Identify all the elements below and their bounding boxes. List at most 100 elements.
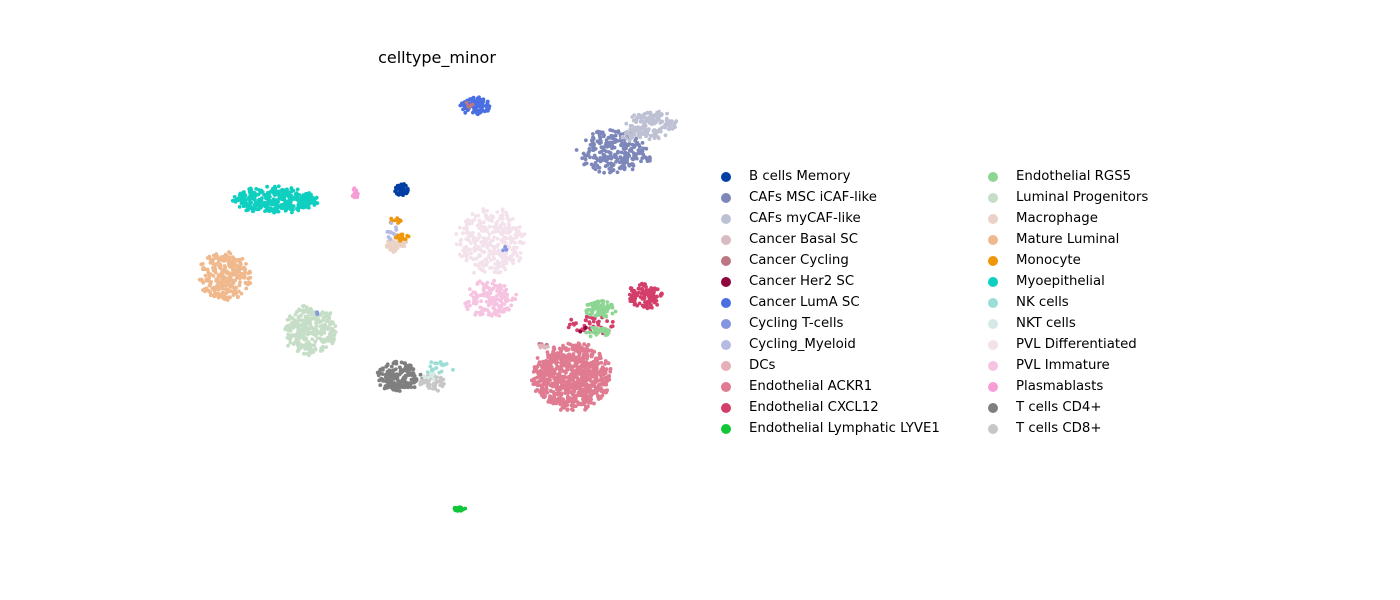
data-point: [324, 314, 329, 318]
data-point: [603, 308, 607, 313]
data-point: [633, 289, 637, 294]
data-point: [480, 101, 485, 105]
data-point: [578, 345, 583, 350]
data-point: [600, 382, 604, 387]
data-point: [247, 269, 252, 274]
data-point: [464, 258, 469, 263]
data-point: [218, 266, 223, 271]
data-point: [245, 204, 250, 209]
data-point: [558, 396, 563, 401]
data-point: [636, 134, 641, 139]
data-point: [381, 379, 385, 383]
data-point: [291, 204, 296, 209]
data-point: [215, 254, 220, 259]
data-point: [650, 305, 654, 310]
data-point: [603, 371, 608, 376]
data-point: [596, 361, 601, 365]
data-point: [622, 158, 626, 163]
legend-marker: [721, 192, 731, 203]
data-point: [404, 190, 409, 195]
data-point: [244, 262, 248, 266]
data-point: [652, 136, 657, 141]
data-point: [394, 359, 399, 364]
data-point: [545, 344, 550, 349]
data-point: [591, 319, 596, 324]
data-point: [301, 351, 306, 356]
data-point: [490, 313, 494, 318]
data-point: [616, 130, 621, 135]
legend-label: CAFs myCAF-like: [749, 211, 861, 226]
legend-marker: [721, 171, 731, 182]
data-point: [289, 186, 294, 190]
data-point: [393, 235, 398, 240]
data-point: [475, 263, 479, 268]
data-point: [574, 321, 578, 326]
legend-label: T cells CD8+: [1016, 421, 1102, 436]
data-point: [588, 334, 593, 339]
data-point: [280, 206, 284, 211]
legend-marker: [988, 297, 998, 308]
data-point: [652, 118, 656, 123]
data-point: [492, 235, 496, 240]
data-point: [497, 305, 502, 309]
data-point: [503, 235, 508, 240]
data-point: [230, 281, 235, 286]
data-point: [552, 371, 557, 376]
data-point: [479, 248, 484, 253]
data-point: [466, 104, 471, 108]
data-point: [500, 301, 505, 306]
data-point: [558, 402, 563, 406]
data-point: [630, 156, 635, 161]
data-point: [500, 221, 505, 226]
data-point: [274, 207, 279, 211]
data-point: [495, 302, 499, 306]
data-point: [644, 134, 648, 139]
data-point: [610, 324, 615, 328]
data-point: [670, 119, 674, 124]
legend-marker: [988, 192, 998, 203]
legend-item-pvl-immature: PVL Immature: [985, 355, 1110, 376]
data-point: [492, 278, 496, 283]
data-point: [514, 292, 519, 297]
data-point: [497, 298, 502, 302]
data-point: [628, 124, 633, 128]
data-point: [216, 277, 220, 281]
data-point: [398, 239, 403, 243]
legend-label: Myoepithelial: [1016, 274, 1105, 289]
data-point: [309, 347, 313, 352]
data-point: [409, 381, 414, 386]
data-point: [583, 404, 588, 409]
data-point: [467, 299, 471, 304]
legend-item-t-cells-cd8: T cells CD8+: [985, 418, 1102, 439]
data-point: [485, 229, 490, 234]
data-point: [541, 370, 546, 374]
data-point: [315, 201, 320, 206]
data-point: [619, 150, 624, 155]
data-point: [461, 249, 466, 253]
data-point: [246, 282, 250, 287]
data-point: [643, 292, 648, 297]
data-point: [584, 310, 589, 315]
data-point: [484, 262, 489, 267]
data-point: [320, 323, 325, 328]
data-point: [503, 226, 508, 230]
data-point: [324, 345, 328, 349]
series-cancer-her2-sc: [578, 325, 588, 334]
data-point: [509, 240, 514, 244]
data-point: [246, 208, 250, 212]
data-point: [503, 245, 507, 249]
data-point: [486, 303, 491, 308]
data-point: [569, 403, 574, 408]
data-point: [312, 343, 317, 347]
data-point: [625, 156, 630, 161]
data-point: [227, 258, 232, 262]
legend-label: B cells Memory: [749, 169, 851, 184]
data-point: [439, 369, 444, 374]
data-point: [548, 383, 553, 388]
data-point: [622, 155, 627, 160]
data-point: [605, 163, 610, 168]
data-point: [542, 346, 547, 350]
data-point: [258, 201, 262, 205]
data-point: [410, 367, 415, 371]
data-point: [563, 391, 568, 395]
